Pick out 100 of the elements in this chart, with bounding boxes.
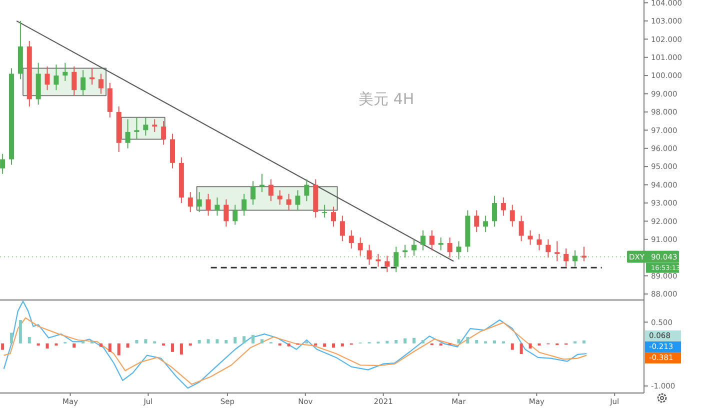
candlestick [304, 178, 310, 202]
candlestick [188, 192, 193, 213]
bar [234, 337, 237, 344]
bar [475, 340, 478, 344]
bar [1, 343, 4, 350]
candlestick [500, 197, 506, 216]
candlestick [447, 237, 452, 258]
bar [54, 343, 58, 346]
candlestick [518, 215, 524, 242]
candlestick [483, 215, 488, 233]
bar [528, 343, 532, 349]
bar [323, 343, 326, 347]
bar [206, 339, 210, 344]
text: 美元 4H [358, 90, 414, 108]
bar [18, 320, 22, 344]
bar [510, 343, 514, 350]
candlestick [152, 118, 158, 132]
candlestick [420, 230, 426, 251]
bar [28, 337, 31, 344]
bar [404, 338, 407, 344]
candlestick [268, 178, 274, 202]
candlestick [492, 195, 497, 228]
candlestick [358, 237, 363, 256]
bar [224, 340, 228, 344]
bar [216, 339, 219, 344]
candlestick [394, 246, 399, 273]
candlestick [295, 190, 300, 211]
candlestick [224, 198, 229, 228]
bar [36, 343, 40, 346]
candlestick [554, 240, 560, 262]
bar [493, 340, 496, 344]
line-series [3, 317, 588, 385]
bar [439, 343, 442, 346]
bar [242, 336, 246, 344]
candlestick [98, 73, 104, 94]
candlestick [250, 180, 256, 206]
bar [520, 343, 523, 354]
candlestick [429, 230, 434, 251]
candlestick [44, 66, 50, 91]
bar [421, 340, 424, 344]
candlestick [232, 204, 238, 226]
candlestick [72, 66, 77, 96]
bar [180, 343, 183, 354]
candlestick [572, 250, 578, 268]
bar [46, 343, 49, 349]
candlestick [438, 237, 444, 251]
bar [412, 338, 416, 344]
candlestick [322, 204, 328, 218]
candlestick [348, 230, 354, 249]
candlestick [143, 116, 148, 136]
bar [340, 343, 344, 346]
bar [144, 339, 148, 344]
candlestick [107, 82, 112, 118]
bar [386, 340, 389, 344]
candlestick [0, 153, 6, 174]
bar [466, 337, 470, 344]
candlestick [134, 116, 140, 140]
bar [394, 340, 398, 344]
candlestick [196, 192, 202, 213]
candlestick [564, 248, 569, 268]
bar [162, 343, 166, 346]
candlestick [277, 190, 282, 206]
candlestick [528, 230, 533, 246]
candlestick [546, 238, 551, 258]
bar [108, 343, 112, 352]
bar [538, 343, 541, 346]
candlestick [412, 238, 416, 256]
line-series [3, 300, 588, 389]
candlestick [536, 233, 542, 251]
candlestick [161, 120, 166, 146]
candlestick [366, 244, 372, 266]
candlestick [62, 62, 68, 82]
bar [252, 334, 254, 344]
candlestick [214, 197, 220, 216]
bar [135, 340, 138, 344]
bar [171, 343, 174, 352]
candlestick [286, 193, 292, 211]
bar [332, 343, 335, 348]
bar [457, 339, 460, 344]
bar [10, 332, 13, 344]
bar [188, 343, 192, 346]
candlestick [456, 240, 462, 260]
candlestick [331, 206, 336, 228]
candlestick [54, 64, 59, 91]
bar [126, 343, 130, 348]
bar [117, 343, 120, 356]
candlestick [170, 133, 175, 169]
candlestick [242, 193, 247, 216]
candlestick [384, 255, 390, 273]
bar [278, 343, 282, 346]
candlestick [206, 193, 211, 216]
candlestick [340, 215, 345, 242]
bar [72, 343, 76, 348]
bar [82, 340, 85, 344]
bar [260, 339, 264, 344]
bar [314, 343, 318, 346]
candlestick [510, 204, 515, 228]
candlestick [125, 118, 130, 149]
candlestick [80, 70, 86, 96]
bar [99, 343, 102, 347]
